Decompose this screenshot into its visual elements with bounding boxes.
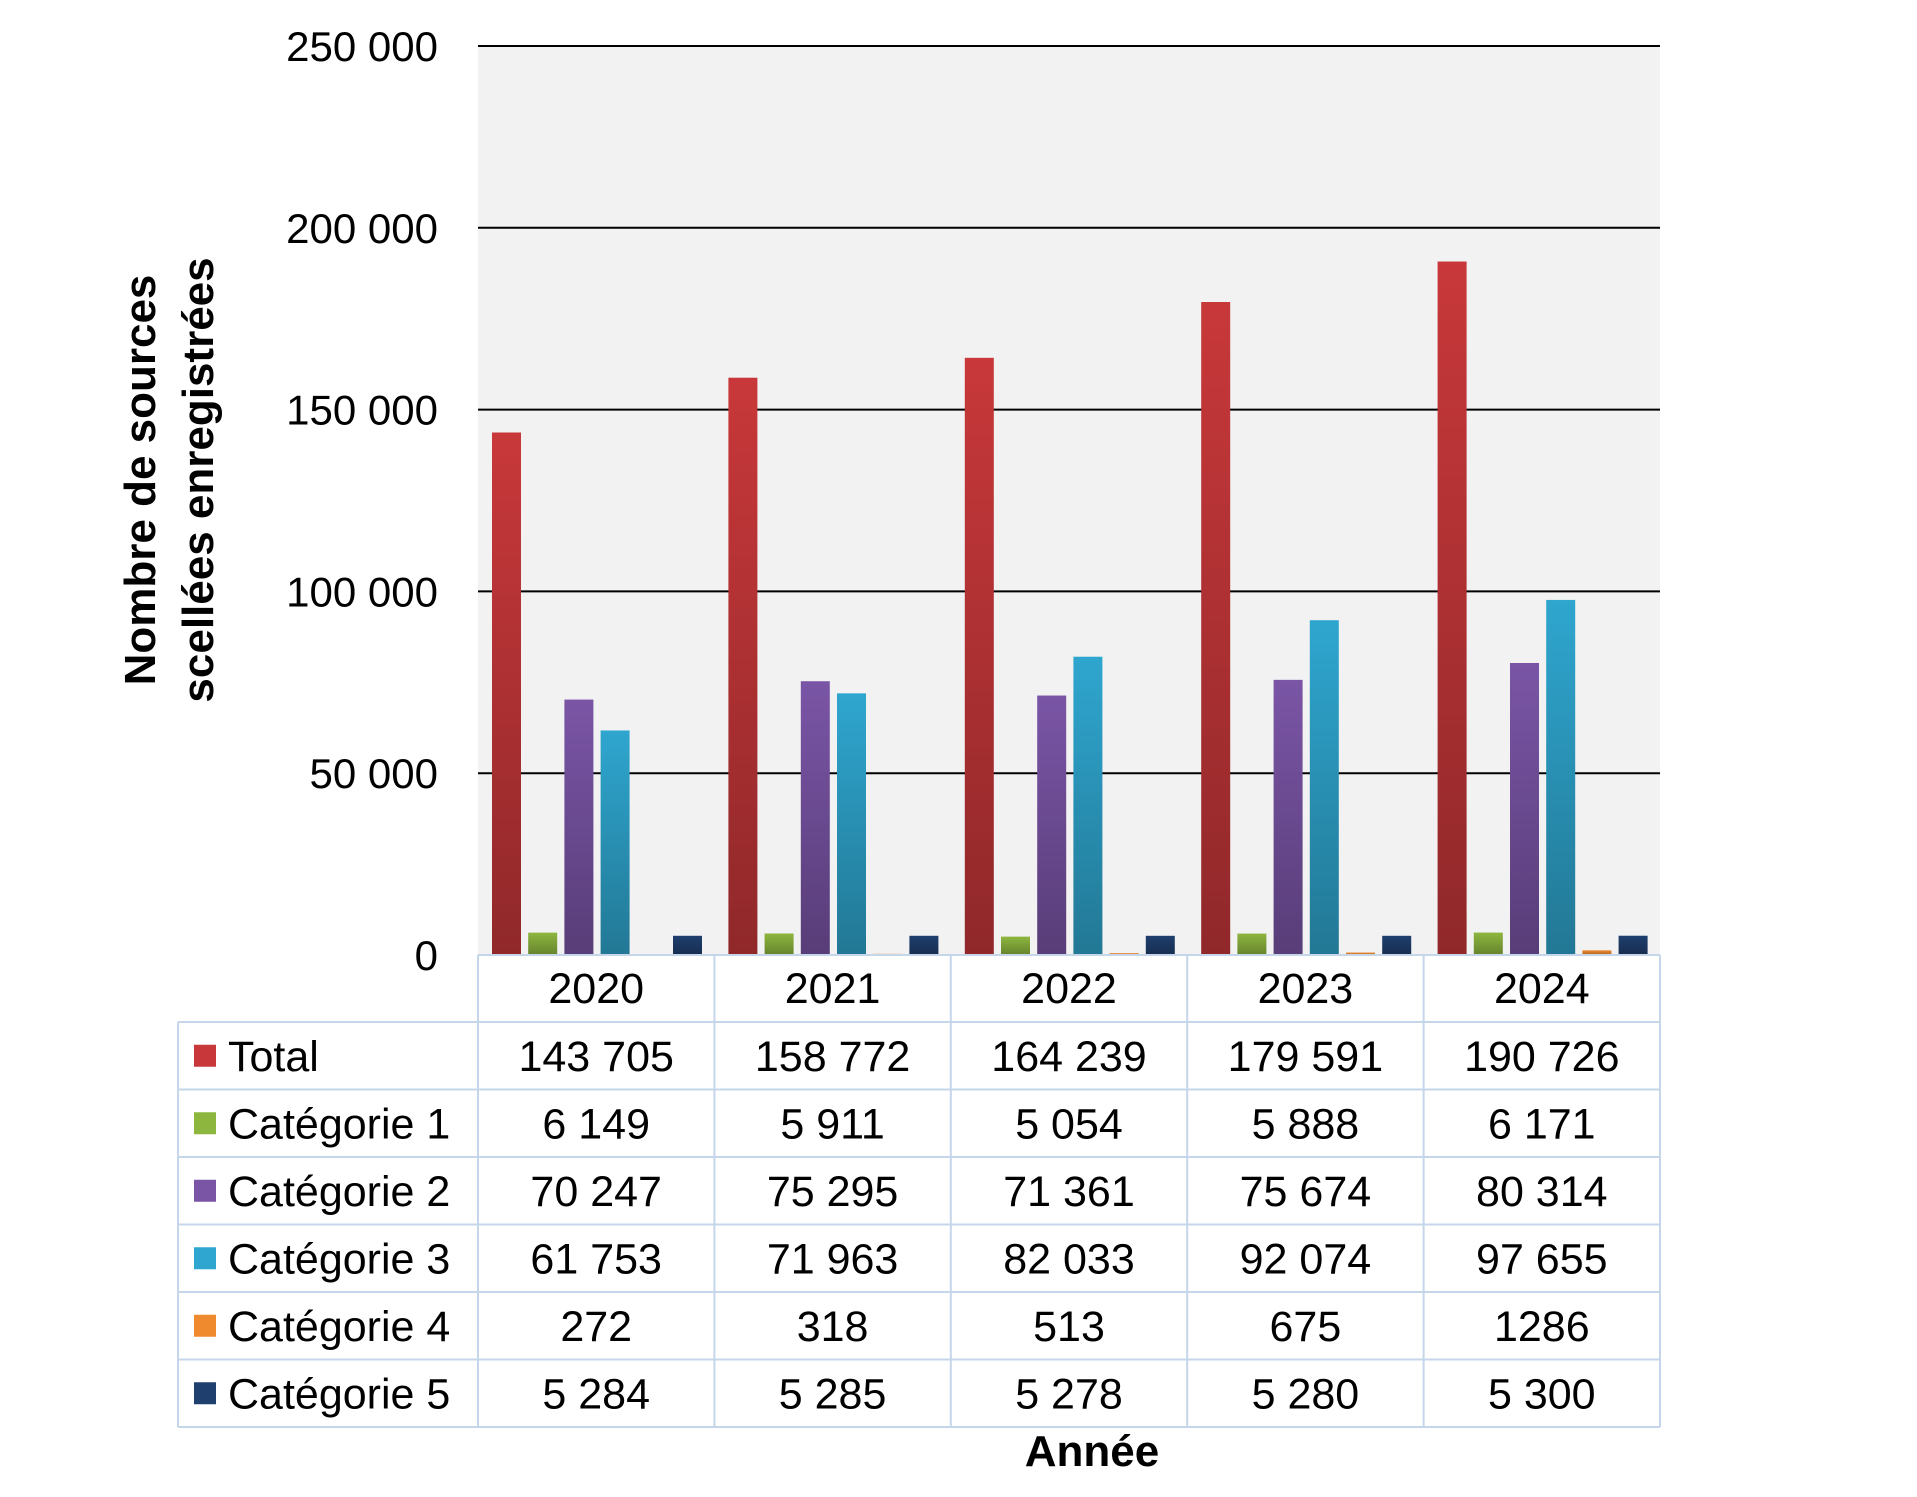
data-label-categorie-2-2024: 80 314 <box>1476 1168 1608 1216</box>
data-label-categorie-4-2023: 675 <box>1270 1303 1342 1351</box>
legend-label-total: Total <box>228 1033 319 1081</box>
y-tick-label: 250 000 <box>286 23 438 70</box>
bar-categorie-2-2021 <box>800 681 830 955</box>
bar-categorie-4-2024 <box>1582 950 1612 955</box>
plot-area-background <box>478 46 1660 955</box>
data-label-categorie-3-2021: 71 963 <box>767 1235 899 1283</box>
y-tick-label: 200 000 <box>286 205 438 252</box>
legend-swatch-categorie-4 <box>194 1314 216 1337</box>
data-label-categorie-5-2022: 5 278 <box>1015 1370 1123 1418</box>
y-tick-label: 150 000 <box>286 387 438 434</box>
legend-label-categorie-1: Catégorie 1 <box>228 1100 450 1148</box>
bar-total-2021 <box>728 377 758 955</box>
x-tick-label: 2022 <box>1021 965 1117 1013</box>
bar-categorie-2-2020 <box>564 699 594 955</box>
legend-label-categorie-2: Catégorie 2 <box>228 1168 450 1216</box>
bar-categorie-4-2023 <box>1346 952 1375 955</box>
bar-categorie-5-2023 <box>1382 935 1412 955</box>
data-label-total-2024: 190 726 <box>1464 1033 1619 1081</box>
data-label-categorie-3-2022: 82 033 <box>1003 1235 1135 1283</box>
bar-total-2024 <box>1437 261 1467 955</box>
data-label-total-2021: 158 772 <box>755 1033 910 1081</box>
data-label-categorie-2-2020: 70 247 <box>530 1168 662 1216</box>
data-label-categorie-4-2024: 1286 <box>1494 1303 1590 1351</box>
bar-categorie-1-2021 <box>764 933 794 955</box>
data-label-categorie-1-2021: 5 911 <box>780 1100 884 1148</box>
data-table: 2020 2021 2022 2023 2024 Total 143 705 158 772 1… <box>177 954 1661 1428</box>
x-tick-label: 2024 <box>1494 965 1590 1013</box>
data-label-total-2022: 164 239 <box>991 1033 1146 1081</box>
y-axis-title-line-1: Nombre de sources <box>116 275 165 686</box>
legend-swatch-categorie-2 <box>194 1179 216 1202</box>
bar-total-2023 <box>1201 302 1231 956</box>
data-label-categorie-5-2021: 5 285 <box>779 1370 887 1418</box>
legend-swatch-total <box>194 1044 216 1067</box>
data-label-total-2020: 143 705 <box>518 1033 673 1081</box>
bar-categorie-2-2023 <box>1273 679 1303 955</box>
data-label-categorie-2-2023: 75 674 <box>1240 1168 1372 1216</box>
y-tick-label: 0 <box>415 932 438 979</box>
bar-categorie-2-2024 <box>1510 662 1539 955</box>
bar-total-2020 <box>492 432 521 955</box>
legend-label-categorie-4: Catégorie 4 <box>228 1303 450 1351</box>
bars <box>492 261 1648 956</box>
data-label-categorie-4-2021: 318 <box>797 1303 869 1351</box>
data-label-categorie-3-2024: 97 655 <box>1476 1235 1608 1283</box>
data-label-categorie-3-2023: 92 074 <box>1240 1235 1372 1283</box>
bar-categorie-5-2020 <box>673 935 702 955</box>
data-label-categorie-1-2023: 5 888 <box>1252 1100 1360 1148</box>
y-axis-title-line-2: scellées enregistrées <box>174 257 223 702</box>
data-label-categorie-1-2020: 6 149 <box>542 1100 650 1148</box>
y-tick-label: 100 000 <box>286 568 438 615</box>
data-label-categorie-5-2023: 5 280 <box>1252 1370 1360 1418</box>
bar-categorie-3-2024 <box>1546 599 1576 955</box>
data-label-categorie-1-2022: 5 054 <box>1015 1100 1123 1148</box>
bar-total-2022 <box>964 357 994 955</box>
y-tick-labels: 0 50 000 100 000 150 000 200 000 250 000 <box>286 23 438 979</box>
bar-categorie-5-2021 <box>909 935 939 955</box>
legend-label-categorie-5: Catégorie 5 <box>228 1370 450 1418</box>
data-label-categorie-1-2024: 6 171 <box>1488 1100 1596 1148</box>
data-label-categorie-3-2020: 61 753 <box>530 1235 662 1283</box>
bar-categorie-3-2023 <box>1309 620 1339 955</box>
data-label-total-2023: 179 591 <box>1228 1033 1383 1081</box>
bar-categorie-1-2024 <box>1473 932 1503 955</box>
bar-categorie-1-2020 <box>528 932 558 955</box>
legend-swatch-categorie-3 <box>194 1247 216 1270</box>
bar-categorie-2-2022 <box>1037 695 1067 955</box>
x-tick-label: 2020 <box>548 965 644 1013</box>
y-tick-label: 50 000 <box>310 750 438 797</box>
bar-categorie-3-2020 <box>600 730 630 955</box>
bar-categorie-1-2023 <box>1237 933 1267 955</box>
legend-swatch-categorie-1 <box>194 1112 216 1135</box>
legend-swatch-categorie-5 <box>194 1382 216 1405</box>
data-label-categorie-2-2022: 71 361 <box>1003 1168 1135 1216</box>
bar-categorie-5-2022 <box>1145 935 1175 955</box>
data-label-categorie-5-2020: 5 284 <box>542 1370 650 1418</box>
bar-categorie-3-2022 <box>1073 656 1103 955</box>
bar-categorie-3-2021 <box>837 693 866 955</box>
legend-label-categorie-3: Catégorie 3 <box>228 1235 450 1283</box>
data-label-categorie-4-2020: 272 <box>560 1303 632 1351</box>
data-label-categorie-5-2024: 5 300 <box>1488 1370 1596 1418</box>
x-tick-label: 2021 <box>785 965 881 1013</box>
bar-categorie-5-2024 <box>1618 935 1648 955</box>
x-tick-label: 2023 <box>1258 965 1354 1013</box>
bar-categorie-1-2022 <box>1001 936 1030 955</box>
data-label-categorie-2-2021: 75 295 <box>767 1168 899 1216</box>
data-label-categorie-4-2022: 513 <box>1033 1303 1105 1351</box>
x-axis-title: Année <box>1025 1427 1159 1476</box>
